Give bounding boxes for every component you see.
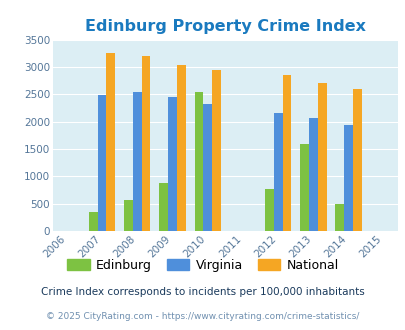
Bar [168,97,177,231]
Bar [98,95,106,231]
Bar [89,212,98,231]
Bar [352,89,361,231]
Bar [211,70,220,231]
Bar [132,92,141,231]
Bar [335,204,343,231]
Bar [159,183,168,231]
Text: Crime Index corresponds to incidents per 100,000 inhabitants: Crime Index corresponds to incidents per… [41,287,364,297]
Bar [124,200,132,231]
Bar [141,56,150,231]
Bar [343,125,352,231]
Bar [308,118,317,231]
Bar [273,113,282,231]
Bar [299,144,308,231]
Bar [106,53,115,231]
Text: © 2025 CityRating.com - https://www.cityrating.com/crime-statistics/: © 2025 CityRating.com - https://www.city… [46,312,359,321]
Legend: Edinburg, Virginia, National: Edinburg, Virginia, National [63,255,342,276]
Bar [264,189,273,231]
Bar [203,104,211,231]
Bar [282,75,291,231]
Title: Edinburg Property Crime Index: Edinburg Property Crime Index [85,19,365,34]
Bar [177,65,185,231]
Bar [194,92,203,231]
Bar [317,83,326,231]
